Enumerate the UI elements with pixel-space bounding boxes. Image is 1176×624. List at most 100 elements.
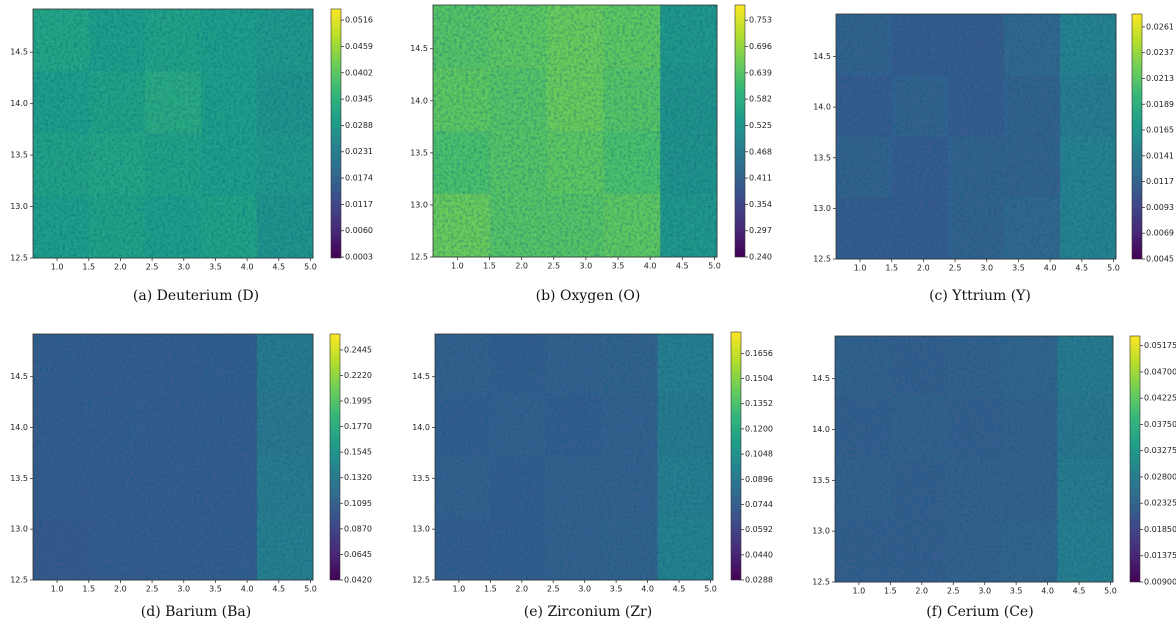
colorbar-tick-label: 0.0093 (1146, 203, 1174, 212)
x-tick-label: 4.0 (241, 263, 254, 272)
colorbar (734, 4, 746, 258)
y-tick-label: 12.5 (412, 576, 430, 585)
colorbar-tick-label: 0.525 (749, 121, 772, 130)
x-tick-label: 2.5 (949, 264, 962, 273)
colorbar-tick-label: 0.0117 (345, 200, 373, 209)
y-tick-label: 13.5 (10, 151, 28, 160)
colorbar-tick-label: 0.1545 (344, 448, 372, 457)
x-tick-label: 1.5 (484, 585, 497, 594)
colorbar-tick-label: 0.02325 (1144, 499, 1176, 508)
colorbar (329, 333, 341, 581)
x-tick-label: 1.0 (853, 587, 866, 596)
colorbar-tick-label: 0.01375 (1144, 551, 1176, 560)
y-tick-label: 14.5 (412, 372, 430, 381)
colorbar-tick-label: 0.04700 (1144, 367, 1176, 376)
plot-frame (32, 333, 314, 581)
colorbar-tick-label: 0.0402 (345, 68, 373, 77)
colorbar-tick-label: 0.1352 (745, 399, 773, 408)
colorbar-tick-label: 0.0870 (344, 524, 372, 533)
y-tick-label: 13.5 (410, 148, 428, 157)
x-tick-label: 1.5 (884, 587, 897, 596)
y-tick-label: 14.0 (812, 425, 830, 434)
heatmap-panel: 1.0 1.5 2.0 2.5 3.0 3.5 4.0 4.5 5.0 12.5 13.0 13.5 1… (813, 13, 1174, 304)
y-tick-label: 12.5 (813, 255, 831, 264)
colorbar-tick-label: 0.0174 (345, 174, 373, 183)
x-tick-label: 1.5 (82, 263, 95, 272)
colorbar-tick-label: 0.0003 (345, 253, 373, 262)
x-tick-label: 5.0 (1104, 587, 1117, 596)
x-tick-label: 2.0 (114, 585, 127, 594)
x-tick-label: 1.0 (453, 585, 466, 594)
colorbar-tick-label: 0.696 (749, 42, 772, 51)
y-tick-label: 14.5 (10, 372, 28, 381)
plot-frame (434, 333, 714, 581)
y-tick-label: 13.0 (412, 525, 430, 534)
x-tick-label: 1.5 (483, 262, 496, 271)
x-tick-label: 2.0 (114, 263, 127, 272)
x-tick-label: 5.0 (704, 585, 717, 594)
y-tick-label: 13.5 (813, 153, 831, 162)
y-tick-label: 14.0 (10, 99, 28, 108)
x-tick-label: 2.5 (547, 585, 560, 594)
texture (33, 9, 313, 258)
x-tick-label: 1.0 (51, 585, 64, 594)
colorbar-tick-label: 0.240 (749, 253, 772, 262)
x-tick-label: 4.0 (241, 585, 254, 594)
x-tick-label: 3.0 (980, 264, 993, 273)
x-tick-label: 3.5 (209, 263, 222, 272)
texture (835, 336, 1113, 582)
x-tick-label: 2.5 (146, 263, 159, 272)
x-tick-label: 3.0 (578, 585, 591, 594)
x-tick-label: 3.0 (978, 587, 991, 596)
x-tick-label: 1.0 (51, 263, 64, 272)
colorbar-tick-label: 0.03275 (1144, 446, 1176, 455)
heatmap-panel: 1.0 1.5 2.0 2.5 3.0 3.5 4.0 4.5 5.0 12.5 13.0 13.5 1… (10, 333, 372, 620)
caption: (d) Barium (Ba) (141, 604, 251, 620)
x-tick-label: 3.5 (1010, 587, 1023, 596)
colorbar-tick-label: 0.0744 (745, 500, 773, 509)
colorbar-tick-label: 0.0288 (345, 121, 373, 130)
heatmap-panel: 1.0 1.5 2.0 2.5 3.0 3.5 4.0 4.5 5.0 12.5 13.0 13.5 1… (412, 331, 773, 620)
colorbar-tick-label: 0.0592 (745, 525, 773, 534)
y-tick-label: 14.5 (10, 48, 28, 57)
colorbar-tick-label: 0.05175 (1144, 341, 1176, 350)
x-tick-label: 5.0 (1107, 264, 1120, 273)
colorbar-tick-label: 0.1770 (344, 422, 372, 431)
texture (435, 334, 713, 580)
colorbar-tick-label: 0.1504 (745, 374, 773, 383)
colorbar (730, 331, 742, 581)
colorbar-tick-label: 0.0645 (344, 550, 372, 559)
x-tick-label: 4.0 (1041, 587, 1054, 596)
colorbar-tick-label: 0.582 (749, 95, 772, 104)
colorbar-tick-label: 0.0420 (344, 576, 372, 585)
colorbar (330, 8, 342, 259)
colorbar-tick-label: 0.1048 (745, 450, 773, 459)
x-tick-label: 2.5 (547, 262, 560, 271)
colorbar-tick-label: 0.1995 (344, 397, 372, 406)
y-tick-label: 13.0 (10, 525, 28, 534)
heatmap-panel: 1.0 1.5 2.0 2.5 3.0 3.5 4.0 4.5 5.0 12.5 13.0 13.5 1… (812, 335, 1176, 620)
y-tick-label: 14.0 (410, 96, 428, 105)
colorbar-tick-label: 0.0117 (1146, 177, 1174, 186)
x-tick-label: 3.0 (580, 262, 593, 271)
colorbar-tick-label: 0.0060 (345, 226, 373, 235)
colorbar-tick-label: 0.02800 (1144, 472, 1176, 481)
texture (836, 14, 1116, 259)
x-tick-label: 1.5 (82, 585, 95, 594)
plot-frame (835, 13, 1117, 260)
x-tick-label: 2.0 (515, 262, 528, 271)
x-tick-label: 4.0 (1044, 264, 1057, 273)
plot-frame (834, 335, 1114, 583)
colorbar-tick-label: 0.0237 (1146, 48, 1174, 57)
y-tick-label: 12.5 (410, 253, 428, 262)
colorbar (1129, 335, 1141, 583)
colorbar-tick-label: 0.00900 (1144, 578, 1176, 587)
texture (433, 5, 717, 257)
x-tick-label: 4.5 (272, 263, 285, 272)
x-tick-label: 4.5 (1073, 587, 1086, 596)
texture (33, 334, 313, 580)
y-tick-label: 13.0 (410, 200, 428, 209)
y-tick-label: 14.5 (813, 52, 831, 61)
x-tick-label: 5.0 (304, 263, 317, 272)
